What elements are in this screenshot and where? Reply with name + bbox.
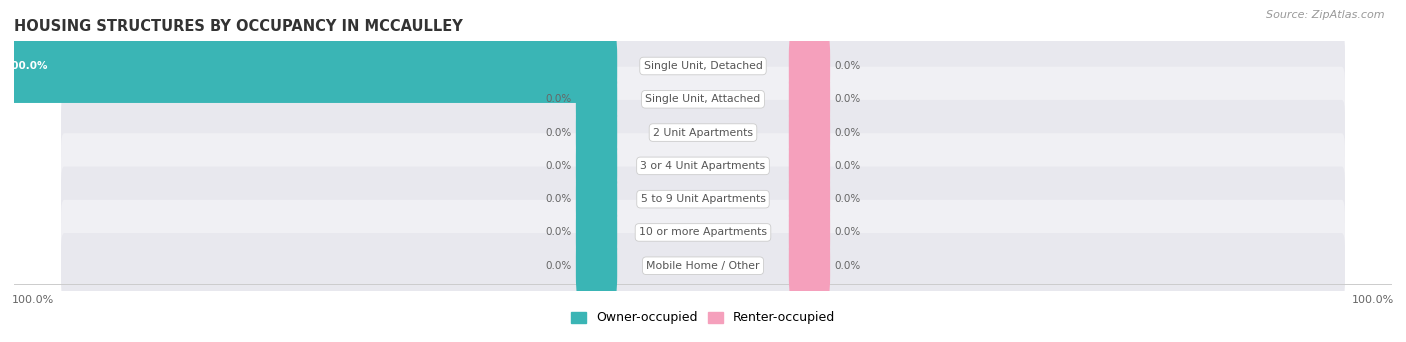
Text: 0.0%: 0.0%	[546, 128, 571, 137]
FancyBboxPatch shape	[789, 96, 830, 170]
FancyBboxPatch shape	[576, 96, 617, 170]
FancyBboxPatch shape	[0, 29, 617, 103]
Text: 0.0%: 0.0%	[835, 261, 860, 271]
Text: 0.0%: 0.0%	[835, 194, 860, 204]
Text: 0.0%: 0.0%	[835, 161, 860, 171]
Text: Single Unit, Detached: Single Unit, Detached	[644, 61, 762, 71]
Text: 2 Unit Apartments: 2 Unit Apartments	[652, 128, 754, 137]
Text: Source: ZipAtlas.com: Source: ZipAtlas.com	[1267, 10, 1385, 20]
Text: 0.0%: 0.0%	[546, 94, 571, 104]
FancyBboxPatch shape	[789, 196, 830, 269]
FancyBboxPatch shape	[789, 62, 830, 136]
FancyBboxPatch shape	[60, 100, 1346, 165]
Text: 0.0%: 0.0%	[835, 61, 860, 71]
Legend: Owner-occupied, Renter-occupied: Owner-occupied, Renter-occupied	[567, 306, 839, 329]
Text: 0.0%: 0.0%	[835, 94, 860, 104]
Text: 0.0%: 0.0%	[546, 161, 571, 171]
FancyBboxPatch shape	[60, 133, 1346, 198]
FancyBboxPatch shape	[576, 162, 617, 236]
FancyBboxPatch shape	[789, 129, 830, 203]
Text: 0.0%: 0.0%	[546, 261, 571, 271]
FancyBboxPatch shape	[576, 129, 617, 203]
FancyBboxPatch shape	[789, 229, 830, 303]
Text: 100.0%: 100.0%	[4, 61, 48, 71]
Text: 0.0%: 0.0%	[546, 194, 571, 204]
Text: HOUSING STRUCTURES BY OCCUPANCY IN MCCAULLEY: HOUSING STRUCTURES BY OCCUPANCY IN MCCAU…	[14, 19, 463, 35]
FancyBboxPatch shape	[60, 67, 1346, 132]
Text: 5 to 9 Unit Apartments: 5 to 9 Unit Apartments	[641, 194, 765, 204]
FancyBboxPatch shape	[60, 34, 1346, 98]
Text: 0.0%: 0.0%	[835, 227, 860, 237]
Text: 10 or more Apartments: 10 or more Apartments	[638, 227, 768, 237]
FancyBboxPatch shape	[60, 200, 1346, 265]
FancyBboxPatch shape	[576, 229, 617, 303]
FancyBboxPatch shape	[60, 167, 1346, 232]
Text: Single Unit, Attached: Single Unit, Attached	[645, 94, 761, 104]
FancyBboxPatch shape	[789, 29, 830, 103]
FancyBboxPatch shape	[60, 233, 1346, 298]
FancyBboxPatch shape	[576, 196, 617, 269]
Text: 3 or 4 Unit Apartments: 3 or 4 Unit Apartments	[641, 161, 765, 171]
Text: 0.0%: 0.0%	[835, 128, 860, 137]
Text: Mobile Home / Other: Mobile Home / Other	[647, 261, 759, 271]
FancyBboxPatch shape	[576, 62, 617, 136]
Text: 0.0%: 0.0%	[546, 227, 571, 237]
FancyBboxPatch shape	[789, 162, 830, 236]
